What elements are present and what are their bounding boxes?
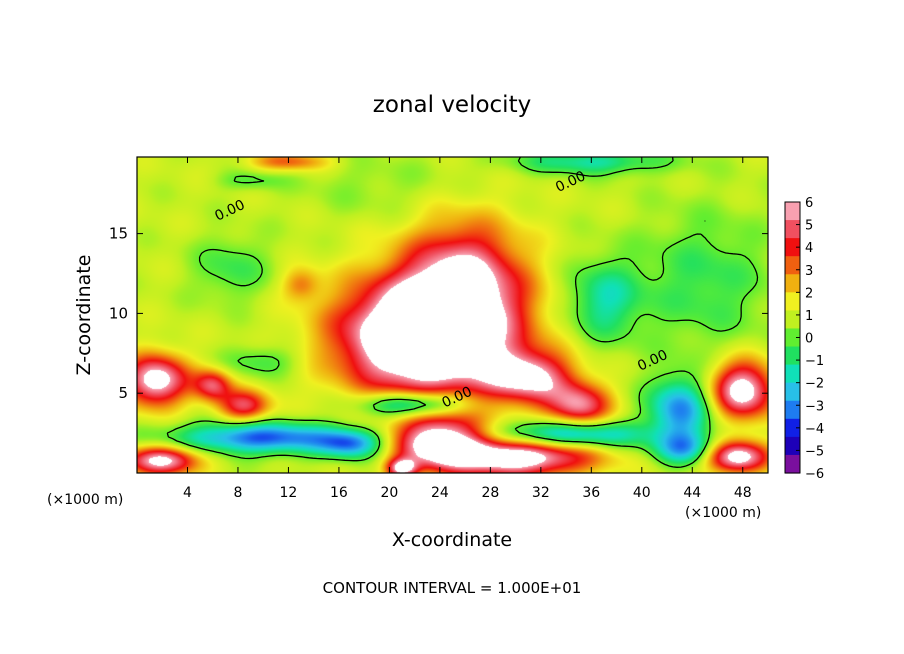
contour-lines [166,157,759,468]
x-unit-right: (×1000 m) [685,505,761,521]
x-tick-label: 20 [380,485,398,501]
plot-frame [136,156,769,474]
colorbar-swatch [785,346,800,366]
velocity-field-heatmap [137,157,768,473]
colorbar-label: −5 [805,444,824,459]
colorbar-swatch [785,238,800,257]
x-tick-label: 36 [582,485,600,501]
colorbar-swatch [785,220,800,239]
x-axis-ticks: 4 8 12 16 20 24 28 32 36 40 44 48 [183,157,752,501]
x-tick-label: 8 [233,485,242,501]
chart-title: zonal velocity [373,92,531,118]
colorbar-swatch [785,364,800,384]
x-tick-label: 40 [633,485,651,501]
contour-interval-note: CONTOUR INTERVAL = 1.000E+01 [323,579,582,597]
x-tick-label: 24 [431,485,449,501]
colorbar-label: −3 [805,399,824,414]
colorbar-label: 3 [805,264,813,279]
x-unit-left: (×1000 m) [47,492,123,508]
x-tick-label: 28 [481,485,499,501]
colorbar-swatch [785,382,800,402]
colorbar-swatch [785,328,800,348]
y-tick-label: 5 [118,384,128,402]
colorbar-swatch [785,436,800,456]
colorbar-swatch [785,274,800,293]
x-tick-label: 4 [183,485,192,501]
colorbar-swatch [785,310,800,330]
colorbar-swatch [785,292,800,311]
zero-contour [166,157,759,468]
x-axis-label: X-coordinate [392,529,512,551]
y-axis-label: Z-coordinate [73,255,95,376]
colorbar-label: −2 [805,377,824,392]
colorbar-label: 6 [805,196,813,211]
x-tick-label: 32 [532,485,550,501]
x-tick-label: 44 [683,485,701,501]
y-axis-ticks: 5 10 15 [109,225,768,402]
colorbar-label: 1 [805,309,813,324]
y-tick-label: 15 [109,225,128,243]
colorbar-swatch [785,454,800,474]
x-tick-label: 16 [330,485,348,501]
colorbar: 6 5 4 3 2 1 0 −1 −2 −3 −4 −5 −6 [784,196,824,482]
colorbar-label: 0 [805,332,813,347]
colorbar-label: −4 [805,422,824,437]
colorbar-label: −1 [805,354,824,369]
colorbar-swatch [785,256,800,275]
x-tick-label: 12 [280,485,298,501]
y-tick-label: 10 [109,304,128,322]
colorbar-label: 5 [805,219,813,234]
colorbar-label: −6 [805,467,824,482]
colorbar-swatch [785,400,800,420]
colorbar-label: 4 [805,241,813,256]
colorbar-label: 2 [805,286,813,301]
x-tick-label: 48 [734,485,752,501]
colorbar-swatch [785,202,800,221]
colorbar-swatch [785,418,800,438]
